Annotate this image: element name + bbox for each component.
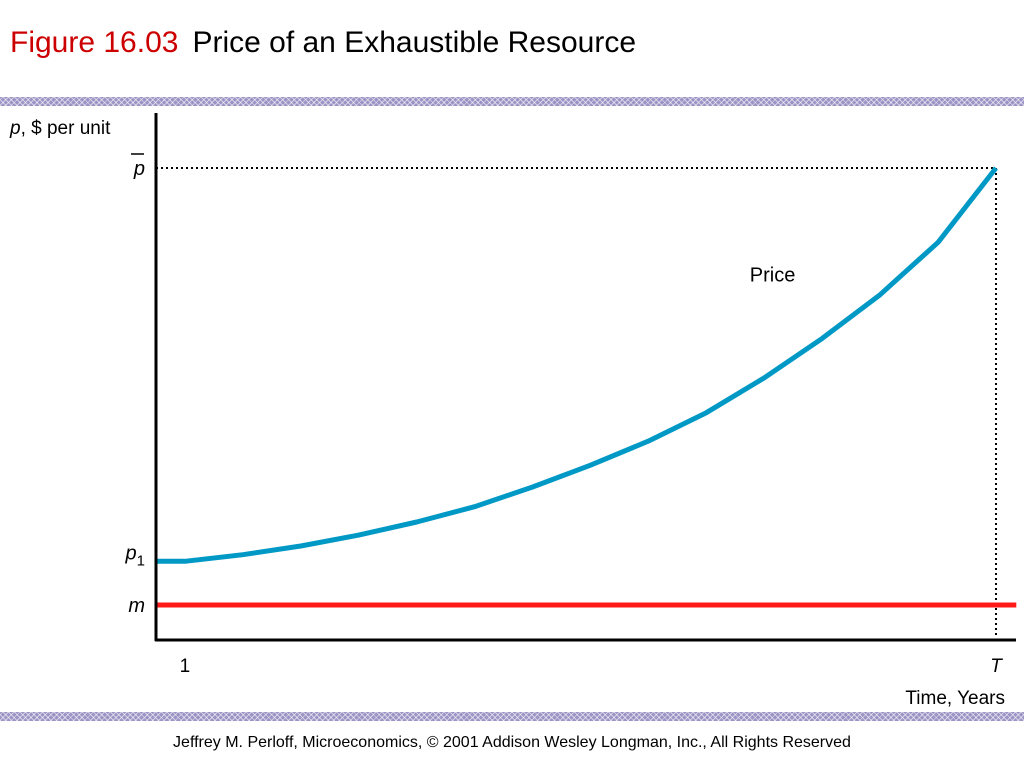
- figure-number: Figure 16.03: [10, 26, 179, 59]
- y-tick-text: m: [128, 595, 145, 617]
- bottom-divider-band: [0, 712, 1024, 721]
- y-tick-subscript: 1: [137, 552, 145, 569]
- curve-annotation: Price: [750, 265, 796, 287]
- y-axis-label-symbol: p: [9, 118, 21, 139]
- y-axis-label-text: , $ per unit: [21, 118, 111, 139]
- y-tick-text: p: [133, 158, 145, 180]
- y-tick-symbol: p: [125, 542, 137, 564]
- figure-title: Figure 16.03 Price of an Exhaustible Reso…: [10, 26, 636, 60]
- y-tick-label-p1: p1: [125, 542, 145, 569]
- y-tick-label-p-bar: p: [131, 153, 145, 180]
- y-tick-text: p1: [125, 542, 145, 569]
- chart-annotations: Price: [750, 265, 796, 287]
- y-axis-label: p, $ per unit: [9, 118, 111, 139]
- dotted-guides: [156, 167, 997, 636]
- chart-axes: [154, 113, 1016, 642]
- copyright-footer: Jeffrey M. Perloff, Microeconomics, © 20…: [173, 734, 851, 751]
- x-tick-label-1: 1: [180, 656, 191, 677]
- y-tick-label-m: m: [128, 595, 145, 617]
- x-tick-label-T: T: [990, 656, 1003, 677]
- top-divider-band: [0, 97, 1024, 106]
- chart-labels: p, $ per unit Time, Years: [9, 118, 1005, 709]
- chart-series: [156, 166, 1017, 608]
- price-curve: [156, 166, 998, 564]
- figure-caption: Price of an Exhaustible Resource: [192, 26, 637, 59]
- x-axis-label: Time, Years: [905, 688, 1005, 709]
